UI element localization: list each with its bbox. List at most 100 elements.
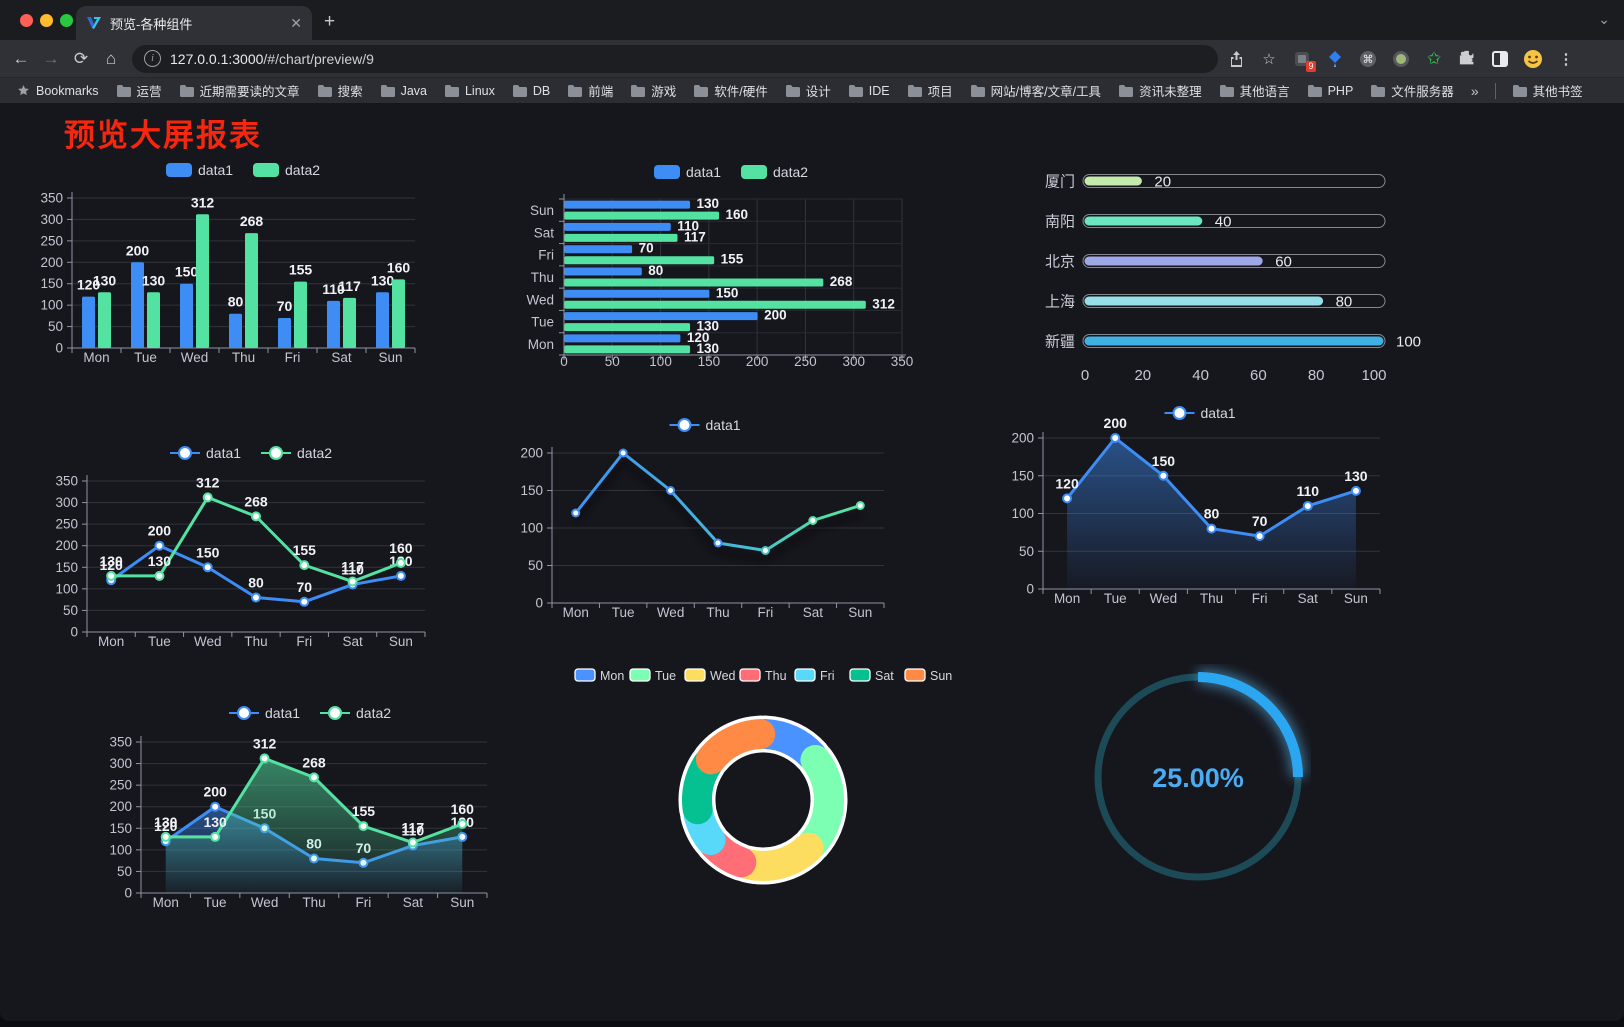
svg-text:120: 120 — [687, 330, 710, 345]
bookmark-folder[interactable]: 网站/博客/文章/工具 — [964, 79, 1108, 102]
kite-extension-icon[interactable] — [1325, 49, 1345, 69]
svg-text:0: 0 — [70, 625, 78, 640]
bookmark-folder[interactable]: Java — [374, 79, 434, 102]
svg-text:Tue: Tue — [612, 605, 635, 620]
extension-with-badge-icon[interactable]: 9 — [1292, 49, 1316, 72]
svg-text:300: 300 — [40, 212, 63, 227]
menu-kebab-icon[interactable]: ⋮ — [1558, 50, 1574, 68]
new-tab-button[interactable]: + — [324, 11, 336, 32]
chart-grouped-bar[interactable]: 0 50 100 150 200 250 300 350 Mon Tue Wed Thu Fri Sat S… — [40, 150, 480, 375]
chart-two-series-line[interactable]: 0 50 100 150 200 250 300 350 Mon Tue Wed Thu Fri Sat S… — [40, 430, 480, 660]
site-info-icon[interactable]: i — [144, 50, 161, 67]
svg-text:100: 100 — [55, 581, 78, 596]
other-bookmarks[interactable]: 其他书签 — [1506, 79, 1590, 102]
bookmark-folder[interactable]: PHP — [1301, 79, 1361, 102]
svg-text:100: 100 — [520, 521, 543, 536]
svg-text:Thu: Thu — [765, 669, 787, 683]
home-icon[interactable]: ⌂ — [105, 48, 117, 68]
chart-progress-bars[interactable]: 厦门 20 南阳 40 北京 60 上海 80 新疆 100 0 20 40 60 80 100 — [1000, 150, 1424, 390]
bookmark-folder[interactable]: 前端 — [561, 79, 620, 102]
svg-text:130: 130 — [697, 341, 720, 356]
svg-text:200: 200 — [55, 538, 78, 553]
svg-text:data1: data1 — [686, 164, 721, 180]
svg-text:50: 50 — [528, 558, 543, 573]
folder-icon — [970, 84, 985, 97]
profile-avatar[interactable] — [1523, 49, 1543, 69]
minimize-window-button[interactable] — [40, 14, 53, 27]
folder-icon — [785, 84, 800, 97]
command-extension-icon[interactable]: ⌘ — [1358, 49, 1378, 69]
svg-text:300: 300 — [55, 495, 78, 510]
reload-icon[interactable]: ⟳ — [73, 48, 89, 68]
svg-text:80: 80 — [228, 294, 244, 310]
svg-text:150: 150 — [196, 544, 220, 560]
browser-tab[interactable]: 预览-各种组件 ✕ — [76, 6, 312, 40]
bookmark-folder[interactable]: 近期需要读的文章 — [173, 79, 307, 102]
bookmark-folder[interactable]: 资讯未整理 — [1112, 79, 1209, 102]
bookmark-folder[interactable]: DB — [506, 79, 557, 102]
bookmark-folder[interactable]: 项目 — [901, 79, 960, 102]
chart-gradient-line[interactable]: 0 50 100 150 200 Mon Tue Wed Thu Fri Sat Sun data1 — [500, 400, 920, 630]
svg-text:Sun: Sun — [930, 669, 952, 683]
bookmark-folder[interactable]: 游戏 — [624, 79, 683, 102]
bookmark-folder[interactable]: 运营 — [110, 79, 169, 102]
star-extension-icon[interactable]: ✩ — [1426, 48, 1442, 68]
svg-text:data2: data2 — [356, 705, 391, 721]
bookmark-folder[interactable]: 其他语言 — [1213, 79, 1297, 102]
folder-icon — [907, 84, 922, 97]
svg-text:Fri: Fri — [296, 634, 312, 649]
svg-text:Wed: Wed — [194, 634, 222, 649]
chart-area-line[interactable]: 0 50 100 150 200 Mon Tue Wed Thu Fri Sat Sun 120 200 1… — [990, 385, 1410, 615]
svg-text:0: 0 — [560, 354, 568, 369]
address-bar[interactable]: i 127.0.0.1:3000/#/chart/preview/9 — [132, 44, 1218, 73]
chart-horizontal-bar[interactable]: 0 50 100 150 200 250 300 350 Sun 130 160 Sat 110 117 F… — [500, 150, 920, 378]
svg-text:Thu: Thu — [1200, 591, 1223, 606]
back-icon[interactable]: ← — [12, 48, 30, 68]
svg-text:110: 110 — [341, 562, 364, 578]
svg-text:0: 0 — [1026, 582, 1034, 597]
svg-text:200: 200 — [1104, 415, 1128, 431]
svg-text:250: 250 — [109, 778, 132, 793]
forward-icon[interactable]: → — [42, 48, 60, 68]
svg-text:Tue: Tue — [204, 895, 227, 910]
svg-text:200: 200 — [746, 354, 769, 369]
svg-text:50: 50 — [1019, 544, 1034, 559]
green-dot-extension-icon[interactable] — [1391, 49, 1411, 69]
close-window-button[interactable] — [20, 14, 33, 27]
svg-text:Thu: Thu — [706, 605, 729, 620]
chart-two-series-area[interactable]: 0 50 100 150 200 250 300 350 Mon Tue Wed Thu Fri Sat S… — [90, 690, 510, 920]
svg-text:70: 70 — [296, 579, 312, 595]
folder-icon — [1307, 84, 1322, 97]
bookmarks-overflow-chevron[interactable]: » — [1470, 82, 1479, 99]
extensions-puzzle-icon[interactable] — [1457, 49, 1477, 69]
dark-panel-icon[interactable] — [1490, 49, 1510, 69]
favicon-logo — [87, 17, 101, 29]
bookmark-folder[interactable]: Linux — [438, 79, 502, 102]
svg-text:0: 0 — [535, 596, 543, 611]
close-tab-icon[interactable]: ✕ — [290, 15, 302, 31]
zoom-window-button[interactable] — [60, 14, 73, 27]
svg-text:312: 312 — [196, 474, 220, 490]
chevron-down-icon[interactable]: ⌄ — [1598, 11, 1610, 27]
svg-text:Fri: Fri — [285, 350, 301, 365]
bookmarks-root[interactable]: Bookmarks — [10, 82, 106, 100]
svg-text:Mon: Mon — [600, 669, 624, 683]
toolbar-actions: ☆ 9 ⌘ ✩ ⋮ — [1226, 48, 1588, 72]
bookmark-folder[interactable]: 软件/硬件 — [687, 79, 774, 102]
bookmark-folder[interactable]: 设计 — [779, 79, 838, 102]
share-icon[interactable] — [1226, 49, 1246, 69]
svg-text:Sun: Sun — [389, 634, 413, 649]
tab-title: 预览-各种组件 — [110, 16, 193, 32]
bookmark-folder[interactable]: IDE — [842, 79, 897, 102]
bookmark-folder[interactable]: 文件服务器 — [1364, 79, 1461, 102]
svg-text:200: 200 — [764, 308, 787, 323]
bookmark-star-icon[interactable]: ☆ — [1262, 50, 1276, 68]
bookmark-folder[interactable]: 搜索 — [311, 79, 370, 102]
chart-donut-pie[interactable]: Mon Tue Wed Thu Fri Sat Sun — [550, 650, 980, 895]
svg-text:data1: data1 — [198, 162, 233, 178]
chart-circular-progress[interactable]: 25.00% — [1085, 664, 1311, 890]
svg-text:Mon: Mon — [528, 337, 554, 352]
svg-text:150: 150 — [698, 354, 721, 369]
svg-text:150: 150 — [175, 264, 199, 280]
